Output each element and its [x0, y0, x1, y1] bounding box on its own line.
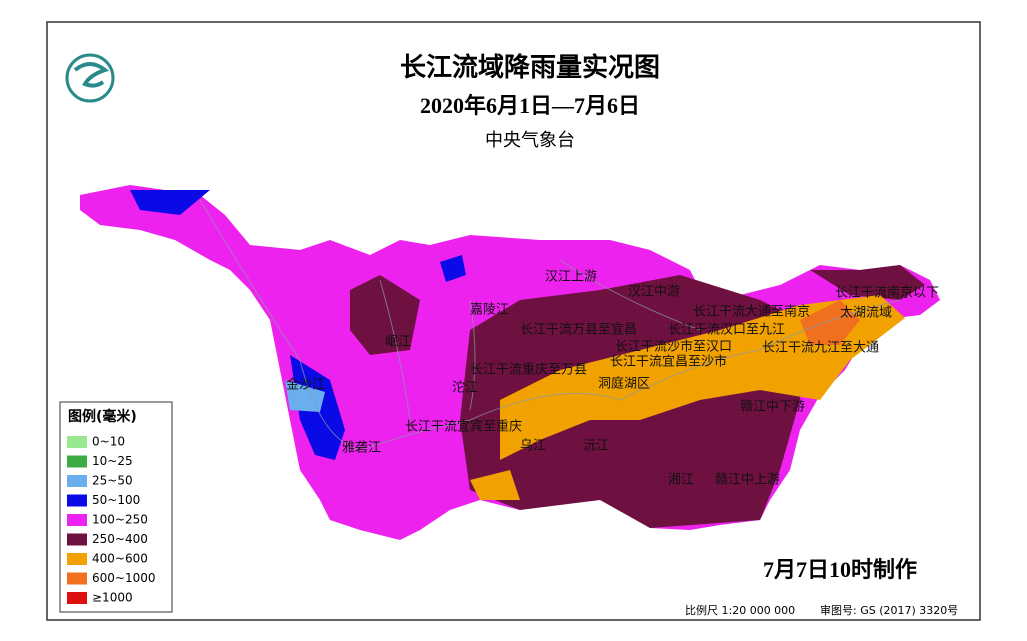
region-label: 长江干流宜昌至沙市	[610, 354, 727, 370]
legend-label: 0~10	[92, 435, 125, 449]
legend-label: 50~100	[92, 493, 140, 507]
region-label: 汉江上游	[545, 270, 597, 285]
region-label: 雅砻江	[342, 441, 381, 456]
legend: 图例(毫米) 0~10 10~25 25~50 50~100 100~250 250~40…	[59, 401, 173, 613]
region-label: 洞庭湖区	[598, 376, 650, 392]
title: 长江流域降雨量实况图	[400, 52, 660, 82]
region-label: 长江干流南京以下	[835, 285, 939, 301]
region-label: 太湖流域	[840, 306, 892, 321]
region-label: 长江干流汉口至九江	[668, 323, 785, 338]
region-label: 长江干流九江至大通	[762, 341, 879, 356]
legend-swatch	[67, 514, 87, 526]
rain-area	[130, 190, 210, 215]
rivers	[199, 199, 901, 451]
rain-area	[500, 295, 905, 460]
legend-title: 图例(毫米)	[68, 408, 137, 425]
legend-label: 10~25	[92, 454, 133, 468]
region-label: 汉江中游	[628, 285, 680, 300]
legend-label: 25~50	[92, 474, 133, 488]
region-label: 沱江	[452, 380, 478, 396]
legend-swatch	[67, 553, 87, 565]
rain-area	[440, 255, 466, 282]
basin-map	[80, 185, 940, 540]
region-label: 长江干流大通至南京	[693, 304, 810, 320]
source: 中央气象台	[485, 130, 575, 151]
region-label: 沅江	[583, 439, 609, 454]
legend-swatch	[67, 455, 87, 468]
region-label: 湘江	[668, 473, 694, 488]
legend-label: ≥1000	[92, 591, 133, 605]
legend-swatch	[67, 436, 87, 448]
rain-area	[800, 300, 860, 345]
subtitle: 2020年6月1日—7月6日	[420, 93, 640, 118]
region-label: 长江干流沙市至汉口	[615, 339, 732, 355]
region-label: 长江干流重庆至万县	[470, 362, 587, 378]
region-label: 金沙江	[286, 377, 325, 393]
region-label: 赣江中上游	[715, 473, 780, 488]
legend-swatch	[67, 592, 87, 604]
legend-swatch	[67, 475, 87, 487]
region-label: 长江干流宜宾至重庆	[405, 419, 522, 435]
logo	[65, 53, 115, 103]
region-label: 岷江	[385, 335, 411, 350]
region-label: 长江干流万县至宜昌	[520, 323, 637, 338]
rain-area	[350, 275, 420, 355]
legend-swatch	[67, 494, 87, 507]
legend-label: 250~400	[92, 532, 148, 546]
map-scale: 比例尺 1:20 000 000	[685, 603, 795, 617]
legend-swatch	[67, 533, 87, 546]
legend-label: 600~1000	[92, 571, 156, 585]
rain-area	[810, 265, 925, 300]
review-number: 审图号: GS (2017) 3320号	[820, 603, 958, 617]
legend-label: 400~600	[92, 552, 148, 566]
legend-swatch	[67, 572, 87, 585]
legend-label: 100~250	[92, 513, 148, 527]
rain-area	[470, 470, 520, 500]
region-label: 嘉陵江	[470, 303, 509, 318]
region-label: 乌江	[520, 438, 546, 454]
region-label: 赣江中下游	[740, 400, 805, 415]
issued-time: 7月7日10时制作	[763, 557, 917, 582]
